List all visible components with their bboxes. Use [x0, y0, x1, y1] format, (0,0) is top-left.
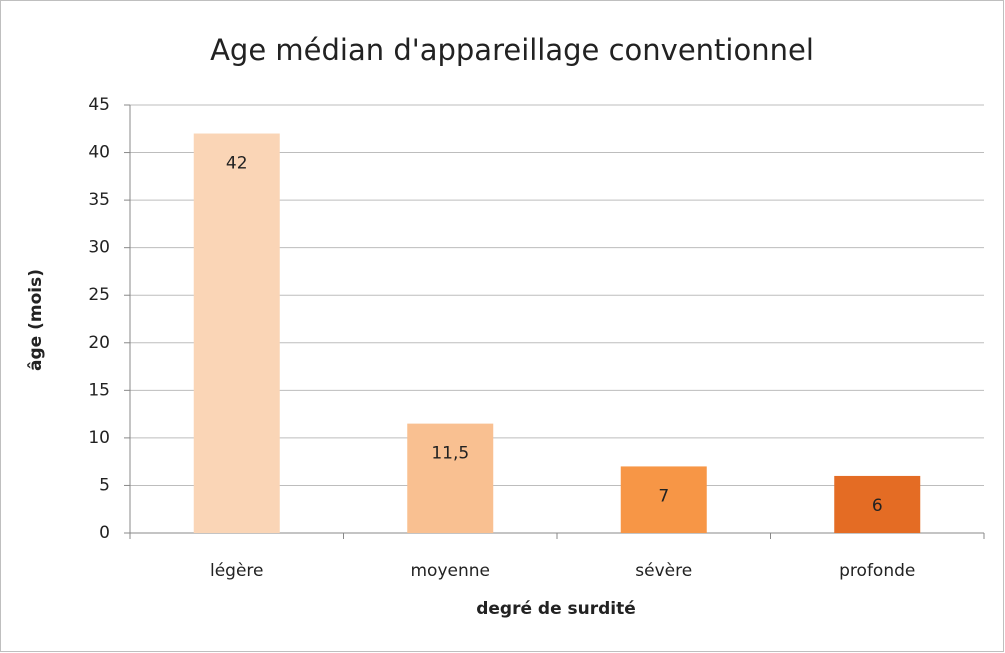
y-tick-label: 25: [88, 285, 110, 305]
bar: [834, 475, 921, 533]
y-tick-label: 0: [99, 523, 110, 543]
x-tick-label: sévère: [635, 561, 692, 581]
y-tick-label: 40: [88, 143, 110, 163]
y-tick-label: 15: [88, 380, 110, 400]
bar: [620, 466, 707, 533]
bar: [407, 423, 494, 533]
x-axis-label: degré de surdité: [476, 599, 636, 619]
bar: [193, 133, 280, 534]
y-tick-label: 10: [88, 428, 110, 448]
x-tick-label: moyenne: [411, 561, 491, 581]
y-tick-label: 30: [88, 238, 110, 258]
data-label: 42: [226, 154, 248, 174]
data-label: 11,5: [431, 444, 469, 464]
y-tick-label: 5: [99, 475, 110, 495]
y-tick-label: 20: [88, 333, 110, 353]
y-tick-label: 45: [88, 95, 110, 115]
y-tick-label: 35: [88, 190, 110, 210]
x-tick-label: légère: [210, 561, 264, 581]
x-tick-label: profonde: [839, 561, 915, 581]
y-axis-label: âge (mois): [26, 269, 46, 371]
data-label: 6: [872, 496, 883, 516]
data-label: 7: [658, 486, 669, 506]
chart-title: Age médian d'appareillage conventionnel: [210, 33, 814, 67]
